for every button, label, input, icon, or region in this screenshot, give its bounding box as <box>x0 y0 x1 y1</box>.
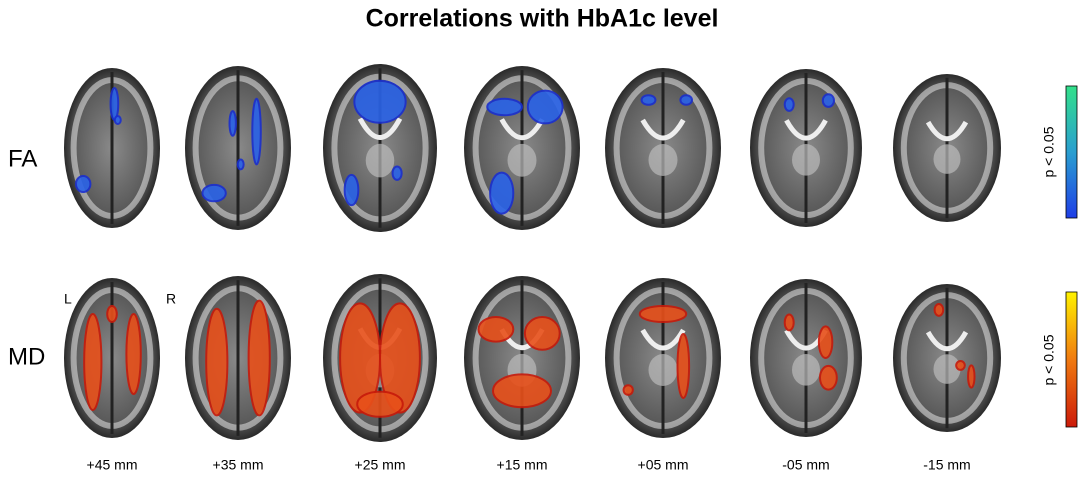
slice-label: -05 mm <box>782 457 829 473</box>
deep-structure <box>933 144 961 174</box>
deep-structure <box>648 354 678 386</box>
fa-cluster <box>236 158 245 171</box>
fa-cluster <box>679 94 694 106</box>
ventricles <box>640 328 686 351</box>
fa-cluster <box>251 97 262 166</box>
ventricles <box>357 117 403 140</box>
deep-structure <box>792 144 820 176</box>
md-cluster <box>523 316 561 351</box>
fa-cluster <box>486 97 524 117</box>
fa-cluster <box>489 171 515 215</box>
ventricles <box>640 118 686 141</box>
deep-structure <box>648 144 678 176</box>
colorbar <box>1065 291 1078 428</box>
deep-structure <box>365 143 395 178</box>
row-label: MD <box>8 343 45 370</box>
md-cluster <box>356 390 404 418</box>
fa-cluster <box>343 173 360 207</box>
fa-cluster <box>783 97 795 112</box>
md-cluster <box>967 364 976 389</box>
md-cluster <box>247 299 271 417</box>
fa-cluster <box>353 79 407 124</box>
colorbar-label: p < 0.05 <box>1041 126 1057 177</box>
md-cluster <box>819 364 838 391</box>
slice-label: +25 mm <box>355 457 406 473</box>
md-cluster <box>379 302 421 414</box>
deep-structure <box>792 354 820 386</box>
deep-structure <box>933 354 961 384</box>
colorbar <box>1065 85 1078 219</box>
md-cluster <box>783 313 795 332</box>
md-cluster <box>125 313 142 395</box>
fa-cluster <box>228 110 237 137</box>
slice-label: +35 mm <box>213 457 264 473</box>
md-cluster <box>638 305 688 323</box>
colorbar-label: p < 0.05 <box>1041 334 1057 385</box>
ventricles <box>784 119 828 141</box>
fa-cluster <box>75 175 92 193</box>
md-cluster <box>492 373 552 409</box>
slice-label: -15 mm <box>923 457 970 473</box>
md-cluster <box>106 305 118 323</box>
md-cluster <box>622 384 634 396</box>
fa-cluster <box>113 115 122 125</box>
fa-cluster <box>821 93 836 108</box>
figure-title: Correlations with HbA1c level <box>366 5 719 33</box>
slice-label: +15 mm <box>497 457 548 473</box>
fa-cluster <box>391 165 403 181</box>
side-label: L <box>64 291 72 307</box>
brain-panels: +45 mm +35 mm +25 mm +15 mm +05 mm -05 mm -15 … <box>64 64 1001 473</box>
md-cluster <box>205 307 229 417</box>
md-cluster <box>477 316 515 343</box>
md-cluster <box>676 333 691 399</box>
side-label: R <box>166 291 176 307</box>
slice-label: +45 mm <box>87 457 138 473</box>
fa-cluster <box>526 89 564 125</box>
md-cluster <box>83 313 103 411</box>
ventricles <box>499 118 545 141</box>
fa-cluster <box>201 183 227 203</box>
row-label: FA <box>8 145 37 172</box>
md-cluster <box>955 359 966 371</box>
fa-cluster <box>640 94 657 106</box>
md-cluster <box>933 302 945 317</box>
ventricles <box>925 330 969 352</box>
md-cluster <box>817 325 834 360</box>
ventricles <box>925 120 969 142</box>
deep-structure <box>507 143 537 177</box>
slice-label: +05 mm <box>638 457 689 473</box>
